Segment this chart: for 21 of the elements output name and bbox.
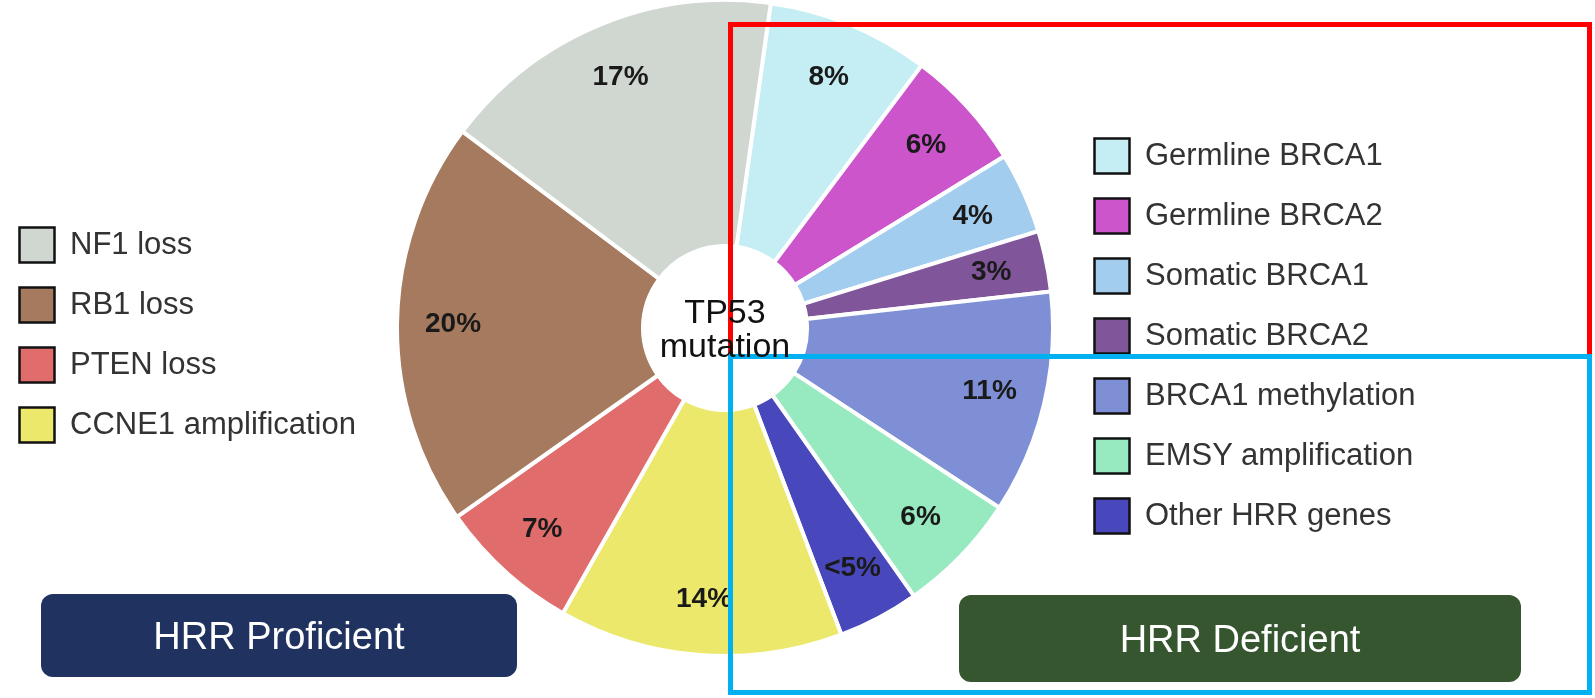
legend-label: PTEN loss (70, 346, 217, 381)
legend-label: Other HRR genes (1145, 497, 1392, 532)
legend-label: RB1 loss (70, 286, 195, 321)
data-label: 17% (592, 59, 649, 91)
legend-label: Somatic BRCA2 (1145, 317, 1369, 352)
data-label: 20% (425, 307, 482, 339)
legend-label: Somatic BRCA1 (1145, 257, 1369, 292)
legend-label: BRCA1 methylation (1145, 377, 1416, 412)
data-label: 11% (962, 374, 1017, 406)
legend-label: NF1 loss (70, 226, 193, 261)
data-label: 4% (952, 198, 994, 230)
legend-label: CCNE1 amplification (70, 406, 356, 441)
legend-label: Germline BRCA2 (1145, 197, 1383, 232)
legend-label: Germline BRCA1 (1145, 137, 1383, 172)
data-label: 7% (521, 512, 563, 544)
data-label: 6% (905, 127, 947, 159)
data-label: <5% (824, 551, 882, 583)
data-label: 8% (808, 59, 850, 91)
data-label: 3% (971, 255, 1012, 287)
legend-label: EMSY amplification (1145, 437, 1414, 472)
data-label: 6% (900, 500, 941, 532)
